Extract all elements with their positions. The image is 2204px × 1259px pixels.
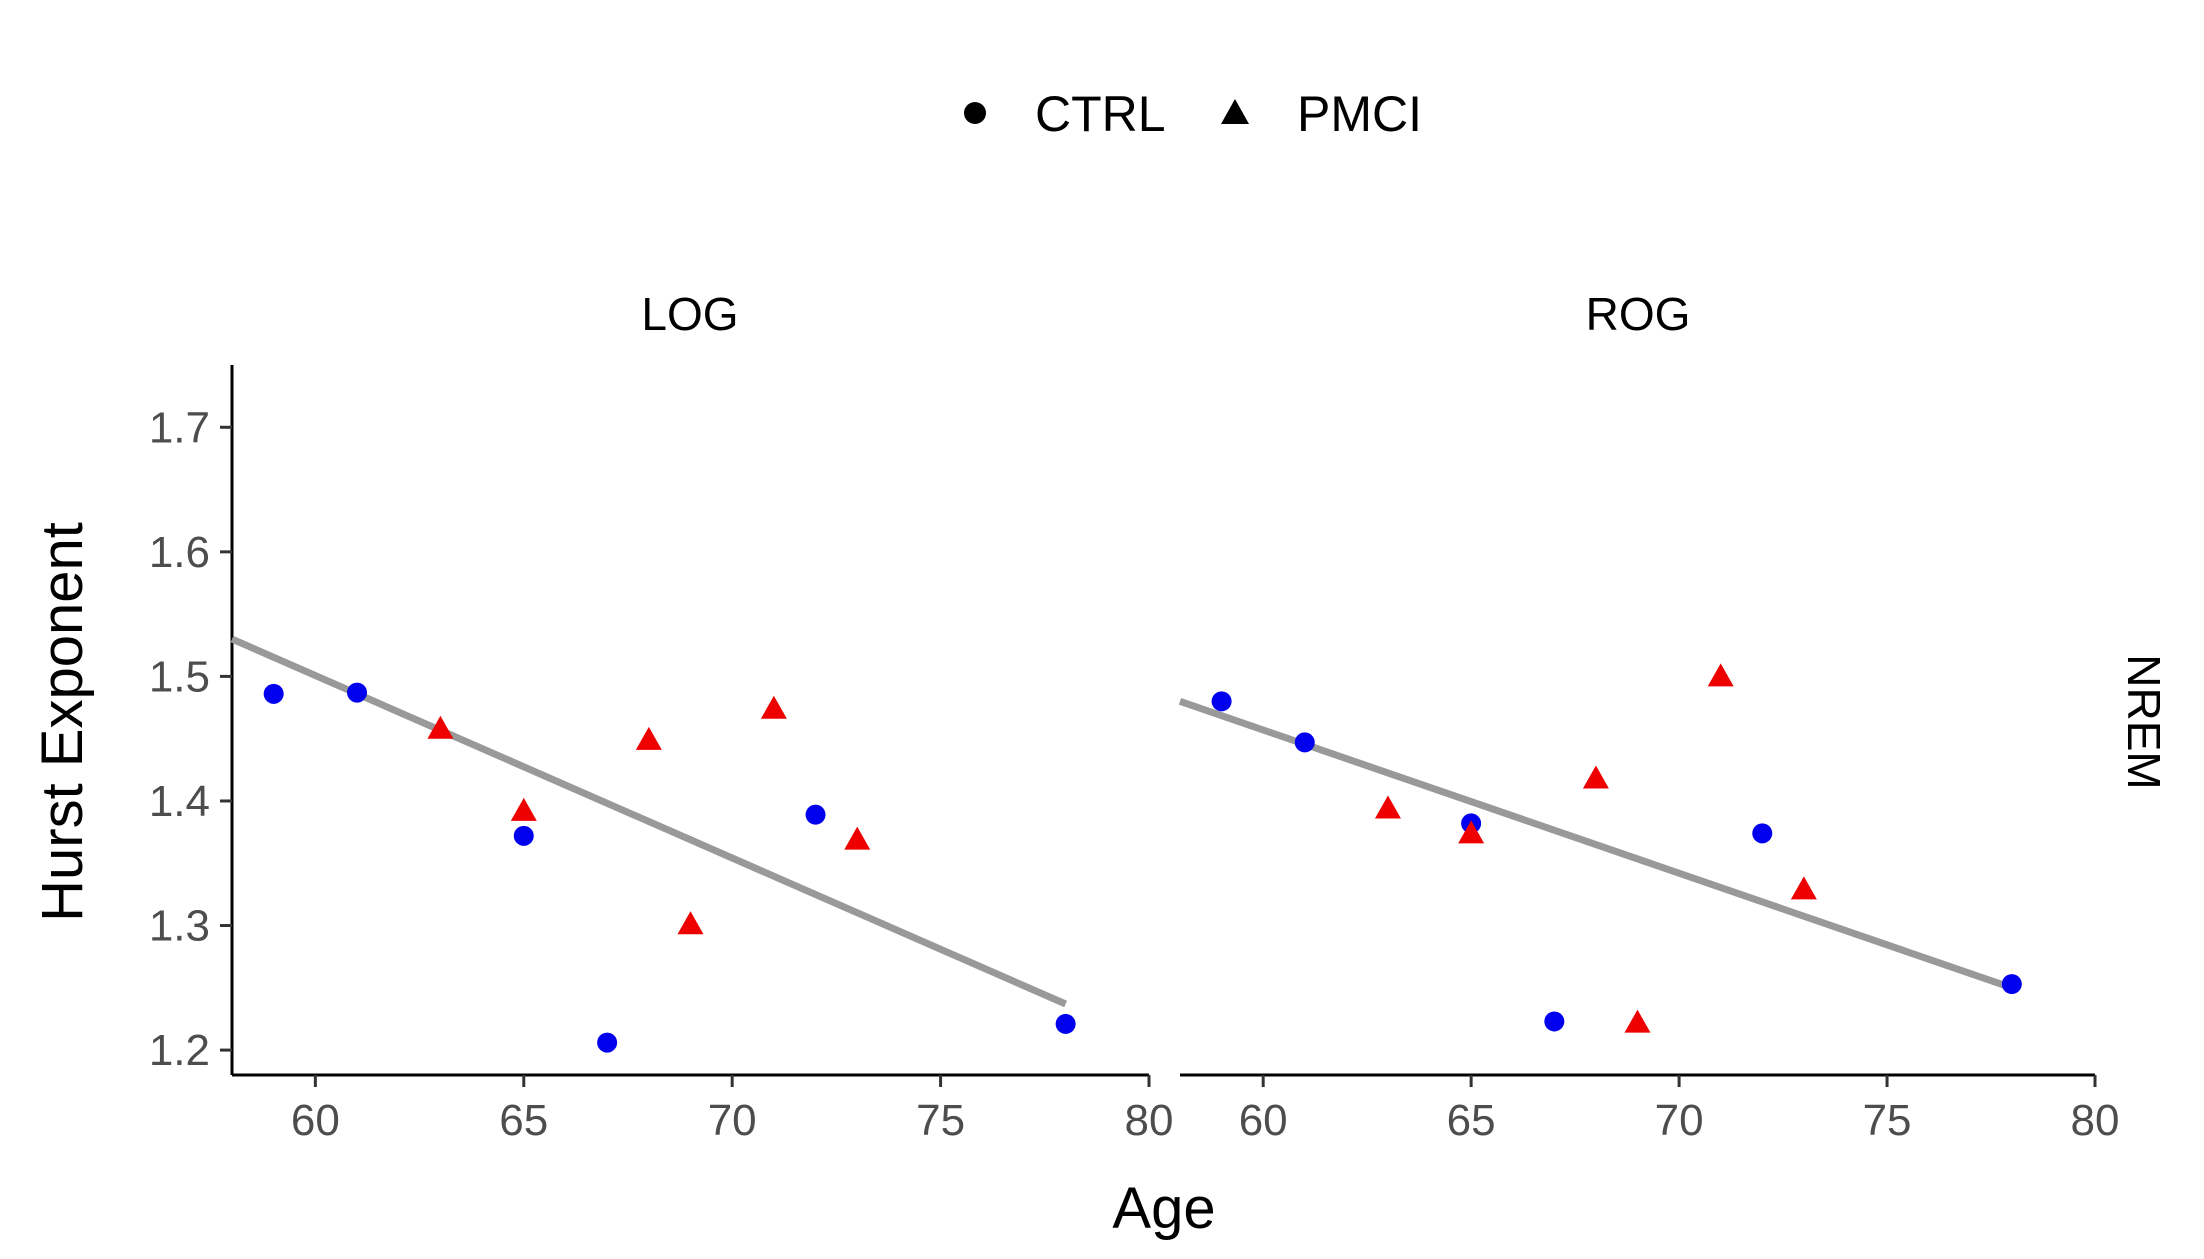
legend-pmci-label: PMCI bbox=[1297, 86, 1422, 142]
point-rog-pmci-0 bbox=[1374, 795, 1401, 819]
y-tick-label-1.6: 1.6 bbox=[149, 528, 210, 577]
y-tick-label-1.4: 1.4 bbox=[149, 777, 210, 826]
plot-layer: 60 65 70 75 80 1.2 1.3 1.4 1.5 1.6 1.7 60 65 70 75 80 bbox=[149, 365, 2120, 1145]
x-tick-label-rog-60: 60 bbox=[1239, 1096, 1288, 1145]
point-rog-pmci-3 bbox=[1624, 1009, 1651, 1033]
point-log-pmci-2 bbox=[635, 726, 662, 750]
row-strip-label: NREM bbox=[2118, 654, 2170, 789]
x-tick-label-log-75: 75 bbox=[916, 1096, 965, 1145]
point-log-pmci-3 bbox=[677, 911, 704, 935]
legend-ctrl-marker bbox=[964, 102, 986, 124]
point-log-ctrl-4 bbox=[805, 804, 826, 825]
point-rog-ctrl-3 bbox=[1544, 1011, 1565, 1032]
x-tick-label-log-70: 70 bbox=[708, 1096, 757, 1145]
y-tick-label-1.3: 1.3 bbox=[149, 902, 210, 951]
x-axis-title: Age bbox=[1112, 1176, 1215, 1241]
x-tick-label-rog-75: 75 bbox=[1863, 1096, 1912, 1145]
y-tick-label-1.5: 1.5 bbox=[149, 652, 210, 701]
point-rog-ctrl-5 bbox=[2001, 974, 2022, 995]
point-log-ctrl-0 bbox=[263, 683, 284, 704]
point-log-pmci-5 bbox=[844, 826, 871, 850]
x-tick-label-log-65: 65 bbox=[499, 1096, 548, 1145]
y-tick-label-1.7: 1.7 bbox=[149, 403, 210, 452]
legend-ctrl-label: CTRL bbox=[1035, 86, 1166, 142]
point-log-ctrl-3 bbox=[597, 1032, 618, 1053]
point-rog-ctrl-0 bbox=[1211, 691, 1232, 712]
x-tick-label-log-80: 80 bbox=[1125, 1096, 1174, 1145]
point-log-pmci-4 bbox=[760, 695, 787, 719]
point-rog-pmci-5 bbox=[1790, 876, 1817, 900]
y-tick-label-1.2: 1.2 bbox=[149, 1026, 210, 1075]
point-log-ctrl-2 bbox=[513, 825, 534, 846]
point-rog-ctrl-4 bbox=[1752, 823, 1773, 844]
fit-line-rog bbox=[1178, 698, 2013, 992]
point-rog-pmci-4 bbox=[1707, 663, 1734, 687]
legend: CTRL PMCI bbox=[964, 86, 1422, 142]
legend-pmci-marker bbox=[1221, 99, 1249, 124]
y-axis-title: Hurst Exponent bbox=[30, 522, 95, 922]
point-log-pmci-1 bbox=[510, 797, 537, 821]
point-log-ctrl-1 bbox=[347, 682, 368, 703]
panel-title-rog: ROG bbox=[1586, 288, 1691, 340]
x-tick-label-rog-80: 80 bbox=[2071, 1096, 2120, 1145]
x-tick-label-rog-65: 65 bbox=[1447, 1096, 1496, 1145]
point-rog-pmci-2 bbox=[1582, 765, 1609, 789]
point-rog-ctrl-1 bbox=[1294, 732, 1315, 753]
point-log-pmci-0 bbox=[427, 715, 454, 739]
panel-title-log: LOG bbox=[641, 288, 738, 340]
point-log-ctrl-5 bbox=[1055, 1013, 1076, 1034]
fit-line-log bbox=[230, 635, 1068, 1008]
point-rog-pmci-1 bbox=[1458, 820, 1485, 844]
x-tick-label-rog-70: 70 bbox=[1655, 1096, 1704, 1145]
x-tick-label-log-60: 60 bbox=[291, 1096, 340, 1145]
